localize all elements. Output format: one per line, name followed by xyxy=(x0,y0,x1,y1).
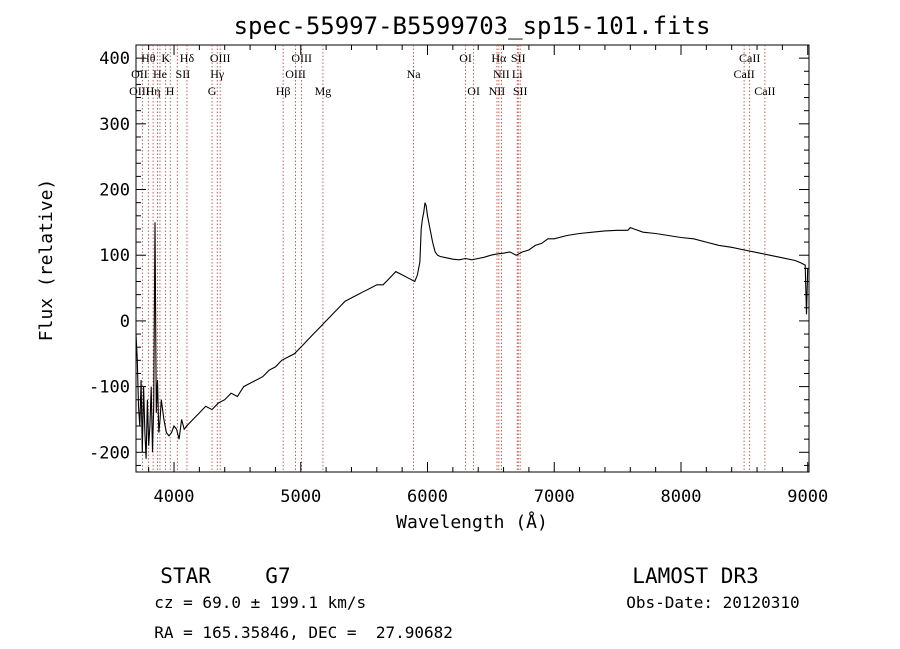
line-label: OIII xyxy=(210,51,231,65)
spectrum-series xyxy=(135,202,809,459)
line-label: SII xyxy=(511,51,526,65)
line-label: Hα xyxy=(491,51,507,65)
y-tick-label: -200 xyxy=(89,443,130,463)
x-tick-label: 8000 xyxy=(661,487,702,507)
line-labels: Hθ K Hδ OIII OIII OI Hα SII CaII OII He SII Hγ OIII NI… xyxy=(129,51,775,98)
line-label: OIII xyxy=(129,84,150,98)
line-label: Hθ xyxy=(141,51,156,65)
cz-box: cz = 69.0 ± 199.1 km/s xyxy=(135,574,366,612)
plot-frame xyxy=(135,44,810,473)
survey-label: LAMOST DR3 xyxy=(632,564,759,588)
x-tick-label: 9000 xyxy=(787,487,828,507)
y-axis-ticks: -200 -100 0 100 200 300 400 xyxy=(89,44,809,466)
x-tick-label: 4000 xyxy=(154,487,195,507)
line-label: He xyxy=(153,67,167,81)
object-subclass-box: G7 xyxy=(240,540,291,588)
line-label: CaII xyxy=(733,67,754,81)
y-tick-label: -100 xyxy=(89,378,130,398)
x-tick-label: 5000 xyxy=(280,487,321,507)
line-label: SII xyxy=(513,84,528,98)
coords-box: RA = 165.35846, DEC = 27.90682 xyxy=(135,604,453,642)
survey-box: LAMOST DR3 xyxy=(607,540,759,588)
class-label: STAR xyxy=(160,564,211,588)
line-label: G xyxy=(208,84,217,98)
line-label: Hγ xyxy=(210,67,225,81)
line-label: Na xyxy=(407,67,422,81)
line-label: CaII xyxy=(739,51,760,65)
line-label: CaII xyxy=(754,84,775,98)
line-label: OI xyxy=(467,84,480,98)
cz-value: cz = 69.0 ± 199.1 km/s xyxy=(154,593,367,612)
line-label: NII xyxy=(489,84,506,98)
line-label: Hδ xyxy=(180,51,195,65)
x-axis-ticks: 4000 5000 6000 7000 8000 9000 xyxy=(148,45,828,507)
spectrum-line xyxy=(135,202,809,459)
coords-value: RA = 165.35846, DEC = 27.90682 xyxy=(154,623,453,642)
line-label: K xyxy=(161,51,170,65)
subclass-label: G7 xyxy=(265,564,291,588)
line-label: Hβ xyxy=(276,84,291,98)
y-tick-label: 400 xyxy=(99,49,130,69)
line-label: Hη xyxy=(146,84,161,98)
x-axis-label: Wavelength (Å) xyxy=(396,511,548,533)
object-class: STAR xyxy=(135,540,211,588)
y-tick-label: 0 xyxy=(120,312,130,332)
y-tick-label: 300 xyxy=(99,115,130,135)
x-tick-label: 7000 xyxy=(534,487,575,507)
obs-date-box: Obs-Date: 20120310 xyxy=(607,574,800,612)
y-axis-label: Flux (relative) xyxy=(36,179,57,342)
y-tick-label: 100 xyxy=(99,246,130,266)
line-label: NII xyxy=(493,67,510,81)
line-label: Li xyxy=(512,67,523,81)
line-markers xyxy=(141,45,766,472)
obs-date-value: Obs-Date: 20120310 xyxy=(626,593,800,612)
line-label: OII xyxy=(131,67,148,81)
line-label: H xyxy=(166,84,175,98)
line-label: OIII xyxy=(291,51,312,65)
chart-title: spec-55997-B5599703_sp15-101.fits xyxy=(234,12,711,40)
line-label: Mg xyxy=(315,84,332,98)
line-label: OI xyxy=(459,51,472,65)
line-label: OIII xyxy=(285,67,306,81)
y-tick-label: 200 xyxy=(99,181,130,201)
x-tick-label: 6000 xyxy=(407,487,448,507)
line-label: SII xyxy=(176,67,191,81)
